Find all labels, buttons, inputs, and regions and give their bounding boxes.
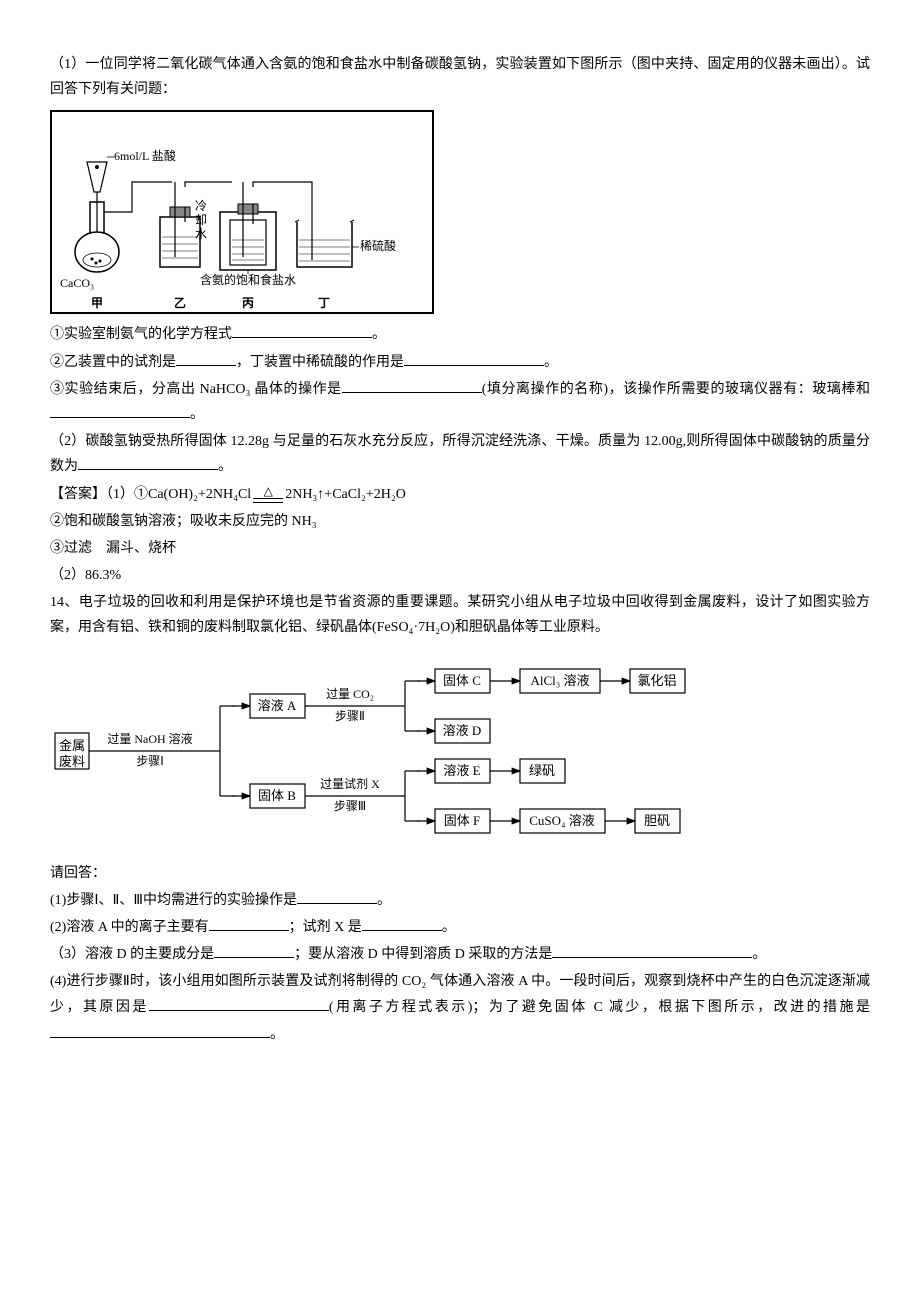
solA: 溶液 A bbox=[258, 698, 297, 713]
blank bbox=[232, 323, 372, 338]
blank bbox=[209, 916, 289, 931]
bottle-bing: 冷 却 水 bbox=[195, 182, 312, 270]
q1-intro: （1）一位同学将二氧化碳气体通入含氨的饱和食盐水中制备碳酸氢钠，实验装置如下图所… bbox=[50, 52, 870, 102]
step1-bot: 步骤Ⅰ bbox=[136, 754, 164, 768]
q1-sub2b-text: ，丁装置中稀硫酸的作用是 bbox=[236, 355, 404, 370]
solidB: 固体 B bbox=[258, 788, 296, 803]
answer-rhs: 2NH₃↑+CaCl₂+2H₂O bbox=[285, 482, 406, 507]
q14-p4: (4)进行步骤Ⅱ时，该小组用如图所示装置及试剂将制得的 CO₂ 气体通入溶液 A… bbox=[50, 969, 870, 1019]
blank bbox=[297, 889, 377, 904]
step1-top: 过量 NaOH 溶液 bbox=[107, 731, 192, 746]
label-ding: 丁 bbox=[318, 296, 330, 310]
q14-p2b-text: ；试剂 X 是 bbox=[289, 920, 362, 935]
solD: 溶液 D bbox=[443, 723, 482, 738]
blank bbox=[176, 351, 236, 366]
q14-p4-tail: 。 bbox=[50, 1022, 870, 1047]
q1-part2: （2）碳酸氢钠受热所得固体 12.28g 与足量的石灰水充分反应，所得沉淀经洗涤… bbox=[50, 429, 870, 479]
cuso4: CuSO₄ 溶液 bbox=[529, 813, 595, 828]
q14-p3: （3）溶液 D 的主要成分是；要从溶液 D 中得到溶质 D 采取的方法是。 bbox=[50, 942, 870, 967]
q1-sub1-text: ①实验室制氨气的化学方程式 bbox=[50, 327, 232, 342]
q1-sub2: ②乙装置中的试剂是，丁装置中稀硫酸的作用是。 bbox=[50, 350, 870, 375]
step3-bot: 步骤Ⅲ bbox=[334, 799, 366, 813]
step2-bot: 步骤Ⅱ bbox=[335, 709, 365, 723]
q1-sub3: ③实验结束后，分高出 NaHCO₃ 晶体的操作是 (填分离操作的名称)，该操作所需… bbox=[50, 377, 870, 427]
hcl-label: 6mol/L 盐酸 bbox=[114, 148, 176, 163]
q14-p2: (2)溶液 A 中的离子主要有；试剂 X 是。 bbox=[50, 915, 870, 940]
solidC: 固体 C bbox=[443, 673, 481, 688]
heating-symbol: △ bbox=[253, 485, 283, 503]
q14-p1-text: (1)步骤Ⅰ、Ⅱ、Ⅲ中均需进行的实验操作是 bbox=[50, 893, 297, 908]
blank bbox=[149, 996, 329, 1011]
q14-p4b-text: (用离子方程式表示)；为了避免固体 C 减少，根据下图所示，改进的措施是 bbox=[329, 1000, 870, 1015]
step2-top: 过量 CO₂ bbox=[326, 687, 374, 701]
flowchart-diagram: 金属 废料 过量 NaOH 溶液 步骤Ⅰ 溶液 A 过量 CO₂ 步骤Ⅱ 固体 … bbox=[50, 651, 870, 851]
q14-p3b-text: ；要从溶液 D 中得到溶质 D 采取的方法是 bbox=[294, 947, 552, 962]
answer3: ③过滤 漏斗、烧杯 bbox=[50, 536, 870, 561]
q14-p1: (1)步骤Ⅰ、Ⅱ、Ⅲ中均需进行的实验操作是。 bbox=[50, 888, 870, 913]
q1-sub3b-text: (填分离操作的名称)，该操作所需要的玻璃仪器有：玻璃棒和 bbox=[482, 382, 870, 397]
blank bbox=[342, 378, 482, 393]
blank bbox=[50, 403, 190, 418]
q1-sub3a-text: ③实验结束后，分高出 NaHCO₃ 晶体的操作是 bbox=[50, 382, 342, 397]
start-top: 金属 bbox=[59, 738, 85, 753]
lvfan: 绿矾 bbox=[529, 763, 555, 778]
start-bot: 废料 bbox=[59, 754, 85, 769]
apparatus-diagram: 6mol/L 盐酸 CaCO₃ 冷 却 水 bbox=[50, 110, 434, 314]
solE: 溶液 E bbox=[443, 763, 480, 778]
flask-jia: 6mol/L 盐酸 CaCO₃ bbox=[60, 148, 176, 290]
alcl3: AlCl₃ 溶液 bbox=[530, 673, 589, 688]
caco3-label: CaCO₃ bbox=[60, 276, 94, 290]
label-bing: 丙 bbox=[242, 296, 254, 310]
h2so4-label: 稀硫酸 bbox=[360, 238, 396, 253]
blank bbox=[214, 943, 294, 958]
q1-sub1: ①实验室制氨气的化学方程式。 bbox=[50, 322, 870, 347]
answer2: ②饱和碳酸氢钠溶液；吸收未反应完的 NH₃ bbox=[50, 509, 870, 534]
q14-p3a-text: （3）溶液 D 的主要成分是 bbox=[50, 947, 214, 962]
svg-text:却: 却 bbox=[195, 213, 207, 227]
label-yi: 乙 bbox=[174, 296, 186, 310]
beaker-ding: 稀硫酸 bbox=[295, 220, 396, 267]
blank bbox=[552, 943, 752, 958]
nh3-nacl-label: 含氨的饱和食盐水 bbox=[200, 272, 296, 287]
danfan: 胆矾 bbox=[644, 813, 670, 828]
q14-intro: 14、电子垃圾的回收和利用是保护环境也是节省资源的重要课题。某研究小组从电子垃圾… bbox=[50, 590, 870, 640]
step3-top: 过量试剂 X bbox=[320, 776, 380, 791]
blank bbox=[362, 916, 442, 931]
blank bbox=[404, 351, 544, 366]
answer-label: 【答案】（1）①Ca(OH)₂+2NH₄Cl bbox=[50, 482, 251, 507]
answer-block: 【答案】（1）①Ca(OH)₂+2NH₄Cl △ 2NH₃↑+CaCl₂+2H₂… bbox=[50, 482, 870, 507]
alcl3-out: 氯化铝 bbox=[637, 673, 676, 688]
blank bbox=[78, 455, 218, 470]
cooling-label: 冷 bbox=[195, 199, 207, 213]
blank bbox=[50, 1023, 270, 1038]
solidF: 固体 F bbox=[444, 813, 480, 828]
label-jia: 甲 bbox=[91, 296, 103, 310]
q14-prompt: 请回答： bbox=[50, 861, 870, 886]
svg-text:水: 水 bbox=[195, 227, 207, 241]
q1-sub2a-text: ②乙装置中的试剂是 bbox=[50, 355, 176, 370]
q14-p2a-text: (2)溶液 A 中的离子主要有 bbox=[50, 920, 209, 935]
answer4: （2）86.3% bbox=[50, 563, 870, 588]
